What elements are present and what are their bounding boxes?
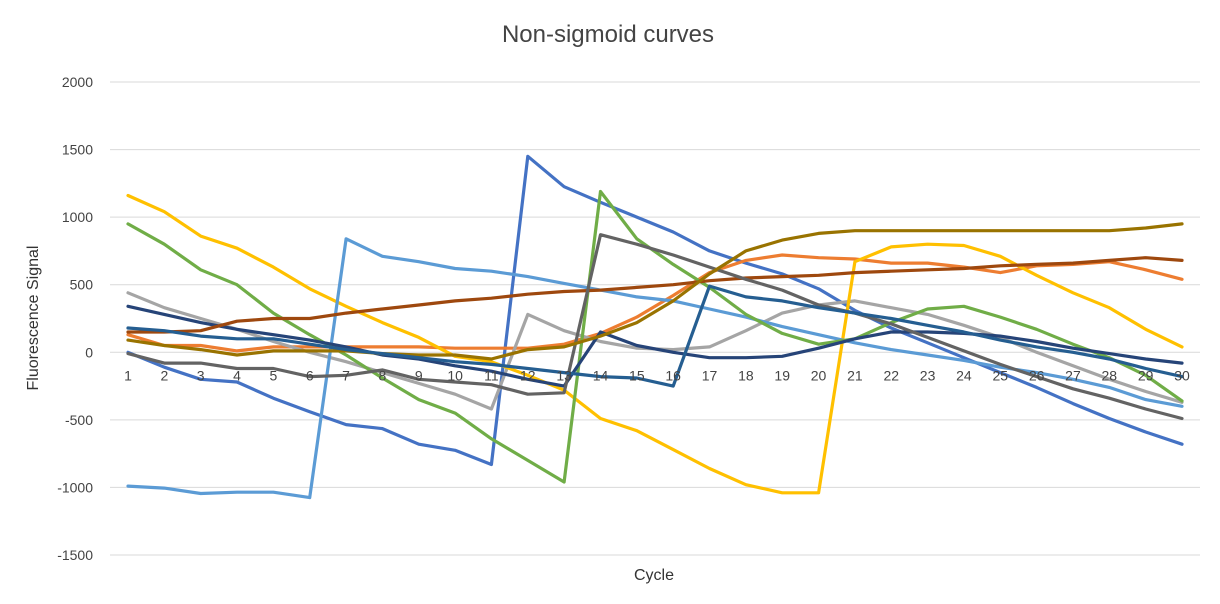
x-tick-label: 17 — [702, 367, 718, 383]
x-tick-label: 22 — [883, 367, 899, 383]
series-line-2 — [126, 253, 1184, 353]
x-tick-label: 16 — [665, 367, 681, 383]
y-axis-ticks: -1500 -1000 -500 0 500 1000 1500 2000 — [57, 74, 93, 563]
chart-title: Non-sigmoid curves — [502, 21, 714, 48]
x-tick-label: 28 — [1102, 367, 1118, 383]
x-tick-label: 19 — [774, 367, 790, 383]
series-line-5 — [126, 237, 1184, 500]
y-tick-label: -1000 — [57, 479, 93, 495]
y-tick-label: 1500 — [62, 142, 93, 158]
y-tick-label: -500 — [65, 412, 93, 428]
x-tick-label: 13 — [556, 367, 572, 383]
x-tick-label: 1 — [124, 367, 132, 383]
y-tick-label: 1000 — [62, 209, 93, 225]
x-tick-label: 7 — [342, 367, 350, 383]
y-tick-label: 2000 — [62, 74, 93, 90]
x-tick-label: 2 — [160, 367, 168, 383]
x-axis-ticks: 1 2 3 4 5 6 7 8 9 10 11 12 13 14 15 16 17 18 19 20 21 22 23 24 2… — [124, 367, 1190, 383]
x-tick-label: 25 — [992, 367, 1008, 383]
y-tick-label: -1500 — [57, 547, 93, 563]
series-line-8 — [126, 256, 1184, 334]
x-tick-label: 18 — [738, 367, 754, 383]
x-tick-label: 8 — [379, 367, 387, 383]
x-axis-label: Cycle — [634, 567, 674, 584]
x-tick-label: 9 — [415, 367, 423, 383]
series-line-9 — [126, 233, 1184, 421]
y-axis-label: Fluorescence Signal — [25, 246, 42, 391]
series-line-7 — [126, 304, 1184, 388]
series-line-4 — [126, 193, 1184, 495]
series-lines — [126, 154, 1184, 500]
y-tick-label: 500 — [70, 277, 94, 293]
x-tick-label: 14 — [593, 367, 609, 383]
series-line-1 — [126, 154, 1184, 467]
x-tick-label: 30 — [1174, 367, 1190, 383]
x-tick-label: 23 — [920, 367, 936, 383]
x-tick-label: 3 — [197, 367, 205, 383]
x-tick-label: 26 — [1029, 367, 1045, 383]
series-line-10 — [126, 222, 1184, 361]
x-tick-label: 5 — [269, 367, 277, 383]
x-tick-label: 27 — [1065, 367, 1081, 383]
y-tick-label: 0 — [85, 344, 93, 360]
x-tick-label: 20 — [811, 367, 827, 383]
x-tick-label: 15 — [629, 367, 645, 383]
series-line-6 — [126, 189, 1184, 484]
x-tick-label: 29 — [1138, 367, 1154, 383]
x-tick-label: 21 — [847, 367, 863, 383]
x-tick-label: 10 — [447, 367, 463, 383]
x-tick-label: 12 — [520, 367, 536, 383]
x-tick-label: 11 — [484, 367, 499, 383]
x-tick-label: 24 — [956, 367, 972, 383]
x-tick-label: 6 — [306, 367, 314, 383]
x-tick-label: 4 — [233, 367, 241, 383]
series-line-11 — [126, 284, 1184, 388]
